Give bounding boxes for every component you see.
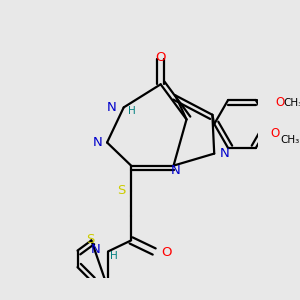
Text: O: O: [161, 246, 172, 259]
Text: N: N: [91, 243, 100, 256]
Text: H: H: [110, 251, 118, 261]
Text: S: S: [118, 184, 126, 197]
Text: S: S: [86, 233, 95, 246]
Text: N: N: [93, 136, 103, 149]
Text: H: H: [128, 106, 136, 116]
Text: CH₃: CH₃: [284, 98, 300, 108]
Text: N: N: [107, 101, 117, 114]
Text: N: N: [220, 147, 230, 160]
Text: O: O: [275, 96, 284, 109]
Text: CH₃: CH₃: [281, 135, 300, 145]
Text: O: O: [155, 51, 166, 64]
Text: O: O: [271, 127, 280, 140]
Text: N: N: [170, 164, 180, 177]
